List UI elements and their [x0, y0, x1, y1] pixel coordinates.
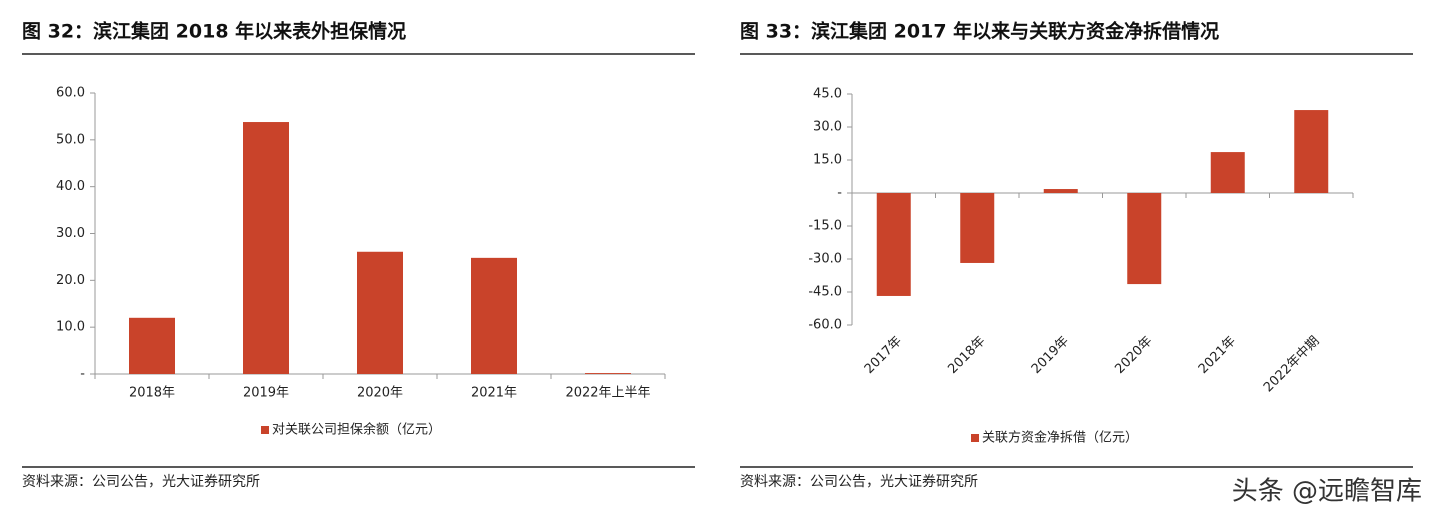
bar: [1043, 189, 1078, 193]
x-tick-label: 2022年中期: [1261, 334, 1323, 396]
source-note: 资料来源：公司公告，光大证券研究所: [740, 474, 978, 490]
legend-label: 对关联公司担保余额（亿元）: [272, 422, 441, 438]
y-tick-label: 60.0: [56, 86, 85, 101]
y-tick-label: 30.0: [813, 120, 842, 135]
bar: [876, 193, 911, 296]
y-tick-label: -30.0: [808, 252, 842, 267]
y-tick-label: -15.0: [808, 219, 842, 234]
legend-swatch: [971, 434, 979, 442]
bar: [1294, 110, 1329, 193]
x-tick-label: 2018年: [129, 386, 175, 401]
y-tick-label: -: [80, 367, 85, 382]
bar: [357, 251, 403, 374]
y-tick-label: 30.0: [56, 226, 85, 241]
bar: [129, 317, 175, 374]
bar: [585, 373, 631, 374]
watermark: 头条 @远瞻智库: [1232, 477, 1422, 507]
legend-label: 关联方资金净拆借（亿元）: [982, 430, 1138, 446]
y-tick-label: 15.0: [813, 153, 842, 168]
y-tick-label: -60.0: [808, 318, 842, 333]
y-tick-label: -45.0: [808, 285, 842, 300]
bar: [1127, 193, 1162, 285]
x-tick-label: 2019年: [1029, 334, 1072, 377]
source-note: 资料来源：公司公告，光大证券研究所: [22, 474, 260, 490]
bar: [960, 193, 995, 263]
x-tick-label: 2020年: [357, 386, 403, 401]
y-tick-label: 50.0: [56, 132, 85, 147]
y-tick-label: 10.0: [56, 320, 85, 335]
x-tick-label: 2018年: [945, 334, 988, 377]
chart-title: 图 33：滨江集团 2017 年以来与关联方资金净拆借情况: [740, 20, 1219, 43]
bar: [1210, 152, 1245, 193]
x-tick-label: 2022年上半年: [565, 386, 650, 401]
y-tick-label: -: [837, 186, 842, 201]
x-tick-label: 2021年: [471, 386, 517, 401]
y-tick-label: 20.0: [56, 273, 85, 288]
x-tick-label: 2020年: [1112, 334, 1155, 377]
bar: [471, 257, 517, 374]
legend-swatch: [261, 426, 269, 434]
x-tick-label: 2019年: [243, 386, 289, 401]
bar: [243, 122, 289, 374]
y-tick-label: 45.0: [813, 87, 842, 102]
x-tick-label: 2021年: [1196, 334, 1239, 377]
chart-title: 图 32：滨江集团 2018 年以来表外担保情况: [22, 20, 406, 43]
y-tick-label: 40.0: [56, 179, 85, 194]
x-tick-label: 2017年: [862, 334, 905, 377]
